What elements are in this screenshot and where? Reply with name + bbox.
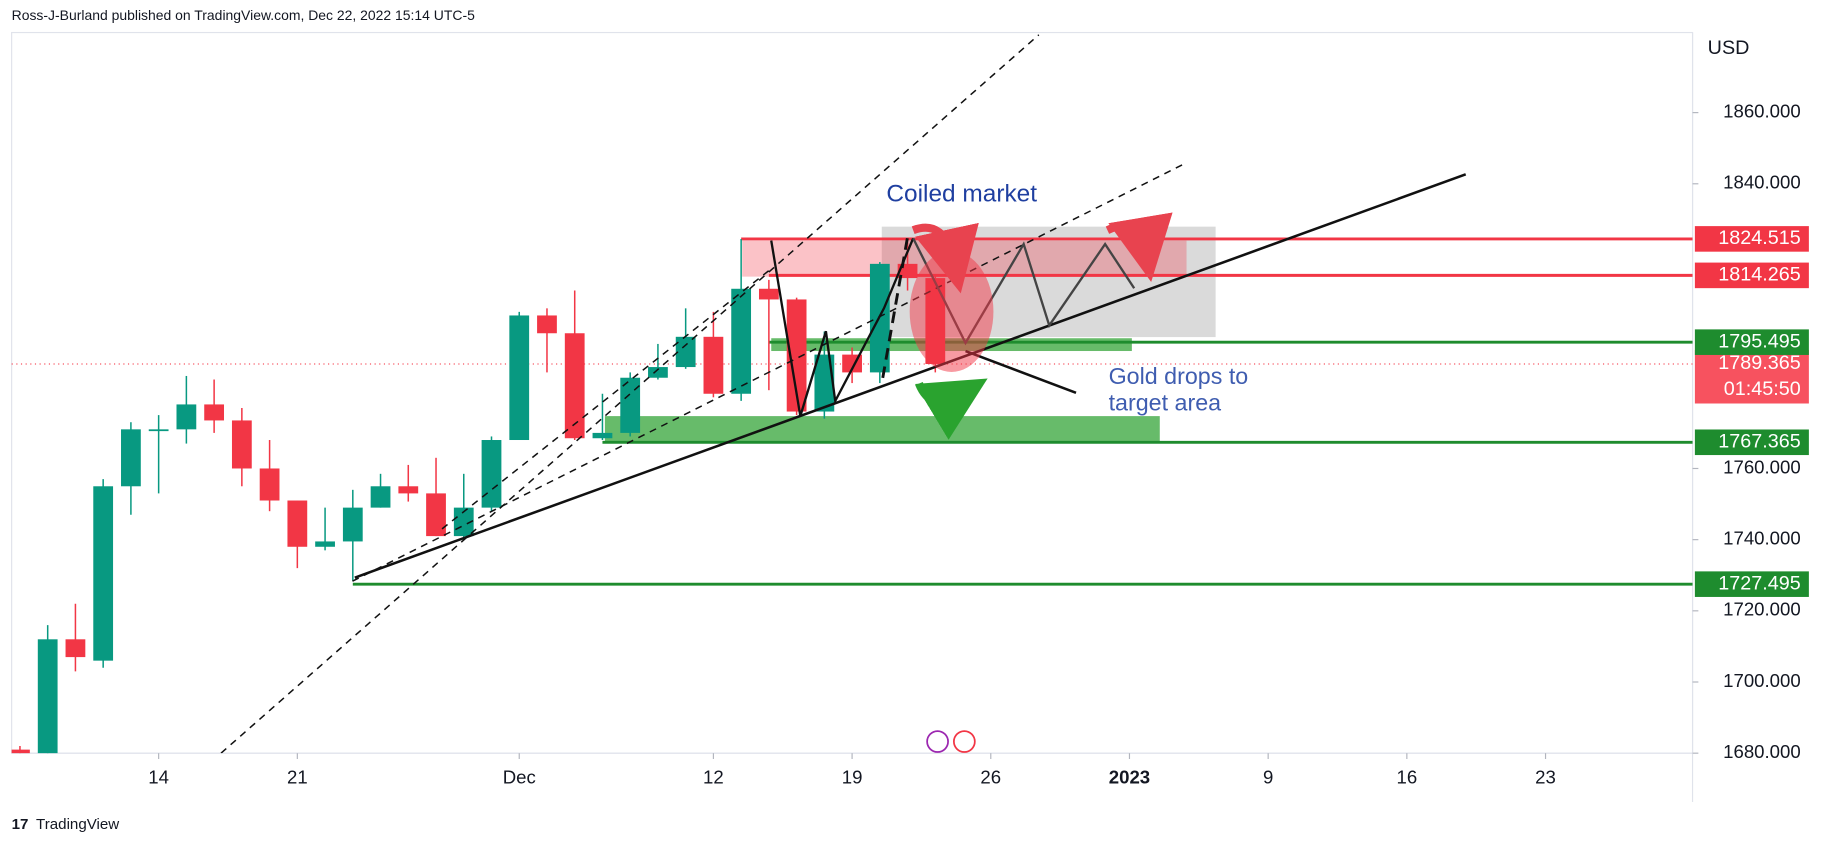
x-tick-label: 16	[1397, 767, 1418, 788]
y-tick-label: 1760.000	[1723, 456, 1801, 477]
candle-body	[537, 315, 557, 334]
arrow	[915, 378, 988, 440]
annotation: target area	[1109, 390, 1222, 416]
candle-body	[231, 420, 252, 469]
candle-body	[93, 486, 114, 661]
x-tick-label: 21	[287, 767, 308, 788]
candle-body	[315, 541, 335, 547]
candle-body	[398, 486, 419, 494]
levels: 1789.365 01:45:50 1824.515 1814.265 1795.495…	[11, 226, 1809, 597]
arrow	[911, 222, 979, 294]
candle-body	[592, 432, 613, 439]
level-label: 1727.495	[1718, 572, 1800, 594]
level-box	[1694, 429, 1809, 456]
x-tick-label: 23	[1535, 767, 1556, 788]
y-tick-label: 1680.000	[1723, 741, 1801, 762]
current-price-box	[1694, 350, 1809, 404]
candle-body	[509, 315, 530, 441]
candle-body	[176, 404, 197, 430]
candle-body	[148, 429, 169, 432]
candle-body	[259, 468, 280, 501]
candle-body	[426, 493, 446, 537]
candle-body	[758, 288, 779, 300]
dashed-trendline	[220, 34, 1040, 754]
currency: USD	[1708, 37, 1750, 59]
candle-body	[65, 639, 86, 658]
level-box	[1694, 329, 1809, 355]
trendline	[354, 173, 1467, 579]
candle-body	[342, 507, 363, 542]
candle-body	[564, 333, 585, 439]
x-tick-label: 26	[980, 767, 1001, 788]
y-tick-label: 1740.000	[1723, 528, 1801, 549]
level-box	[1694, 226, 1809, 252]
logo-mark: 17	[12, 816, 29, 833]
level-label: 1767.365	[1718, 430, 1800, 452]
candle-body	[703, 336, 724, 394]
level-label: 1824.515	[1718, 227, 1800, 249]
header: Ross-J-Burland published on TradingView.…	[12, 7, 475, 23]
candle-body	[37, 639, 58, 754]
candle-body	[11, 749, 30, 754]
candle-body	[481, 440, 502, 508]
candle-body	[786, 299, 807, 412]
zigzag	[770, 237, 915, 417]
candle-body	[204, 404, 225, 421]
y-tick-label: 1860.000	[1723, 101, 1801, 122]
dashed-trendline	[352, 162, 1187, 582]
event-icon[interactable]	[926, 730, 949, 753]
candle-body	[648, 367, 668, 378]
x-tick-label: 2023	[1109, 767, 1150, 788]
candle-body	[370, 486, 391, 508]
candle-body	[731, 288, 752, 394]
y-tick-label: 1700.000	[1723, 670, 1801, 691]
level-label: 1795.495	[1718, 330, 1800, 352]
annotation: Gold drops to	[1109, 363, 1249, 389]
level-box	[1694, 262, 1809, 289]
x-tick-label: 9	[1263, 767, 1273, 788]
target-zone	[604, 416, 1160, 443]
arrow	[1105, 212, 1173, 282]
drawings-front	[220, 34, 1467, 754]
highlight	[909, 251, 994, 372]
candle-body	[620, 377, 641, 433]
annotation: Coiled market	[886, 181, 1037, 208]
candle-body	[287, 500, 308, 547]
candle-body	[675, 336, 696, 368]
x-tick-label: Dec	[503, 767, 536, 788]
x-tick-label: 14	[148, 767, 169, 788]
event-icon[interactable]	[953, 730, 976, 753]
countdown-label: 01:45:50	[1724, 378, 1801, 400]
candle-body	[121, 429, 141, 487]
level-label: 1814.265	[1718, 264, 1800, 286]
level-box	[1694, 571, 1809, 597]
candle-body	[453, 507, 474, 537]
candle-body	[814, 354, 835, 412]
current-price-label: 1789.365	[1718, 352, 1800, 374]
dashed-trendline	[441, 269, 771, 530]
x-tick-label: 12	[703, 767, 724, 788]
y-tick-label: 1720.000	[1723, 599, 1801, 620]
x-tick-label: 19	[842, 767, 863, 788]
y-tick-label: 1840.000	[1723, 172, 1801, 193]
footer: TradingView	[36, 816, 119, 833]
pointer-line	[965, 349, 1077, 395]
